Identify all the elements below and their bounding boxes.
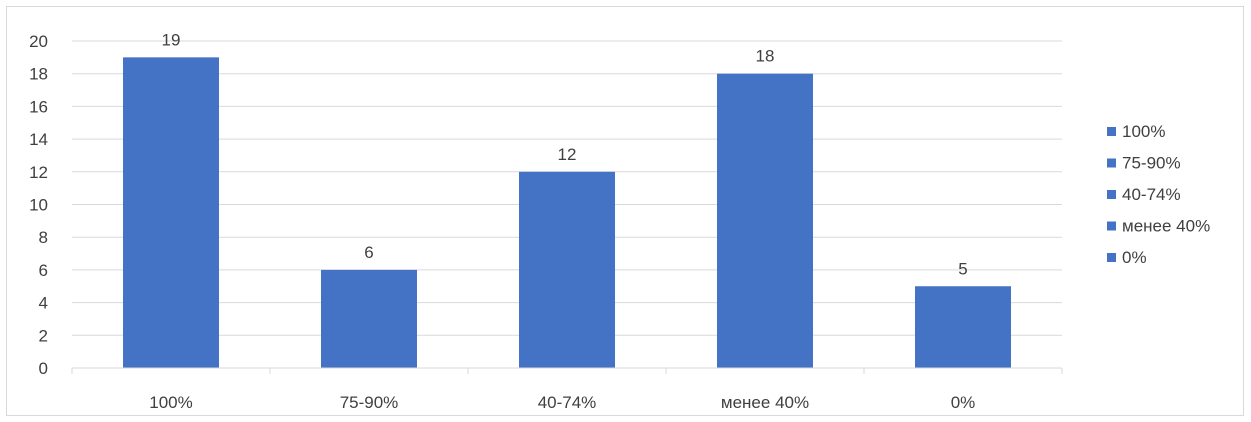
y-tick-label: 4	[39, 294, 48, 313]
x-tick-label: менее 40%	[721, 393, 809, 412]
x-tick-label: 75-90%	[340, 393, 399, 412]
y-tick-label: 14	[29, 130, 48, 149]
bar	[717, 73, 813, 368]
y-tick-label: 8	[39, 228, 48, 247]
legend-entry-label: 40-74%	[1122, 185, 1181, 204]
y-tick-label: 0	[39, 359, 48, 378]
y-axis-ticks: 0 2 4 6 8 10 12 14 16 18 20	[29, 32, 48, 378]
bar	[123, 57, 219, 368]
gridlines	[72, 40, 1062, 336]
legend-entry-label: 100%	[1122, 122, 1165, 141]
legend: 100% 75-90% 40-74% менее 40% 0%	[1107, 122, 1210, 267]
bar	[915, 286, 1011, 368]
data-label: 5	[958, 259, 967, 278]
data-labels: 19 6 12 18 5	[162, 30, 968, 278]
legend-entry-label: 75-90%	[1122, 154, 1181, 173]
x-tick-label: 40-74%	[538, 393, 597, 412]
legend-entry-label: менее 40%	[1122, 217, 1210, 236]
legend-entry-label: 0%	[1122, 248, 1147, 267]
legend-swatch	[1107, 158, 1116, 168]
y-tick-label: 16	[29, 97, 48, 116]
legend-swatch	[1107, 253, 1116, 262]
bar	[519, 171, 615, 368]
legend-swatch	[1107, 221, 1116, 231]
y-tick-label: 12	[29, 163, 48, 182]
data-label: 19	[162, 30, 181, 49]
bars	[123, 57, 1011, 368]
legend-swatch	[1107, 127, 1116, 136]
y-tick-label: 6	[39, 261, 48, 280]
y-tick-label: 2	[39, 326, 48, 345]
x-tick-label: 0%	[951, 393, 976, 412]
y-tick-label: 10	[29, 196, 48, 215]
legend-swatch	[1107, 190, 1116, 199]
y-tick-label: 18	[29, 65, 48, 84]
x-axis: 100% 75-90% 40-74% менее 40% 0%	[71, 367, 1063, 412]
x-tick-label: 100%	[149, 393, 192, 412]
data-label: 18	[756, 47, 775, 66]
bar	[321, 269, 417, 368]
data-label: 6	[364, 243, 373, 262]
y-tick-label: 20	[29, 32, 48, 51]
data-label: 12	[558, 145, 577, 164]
